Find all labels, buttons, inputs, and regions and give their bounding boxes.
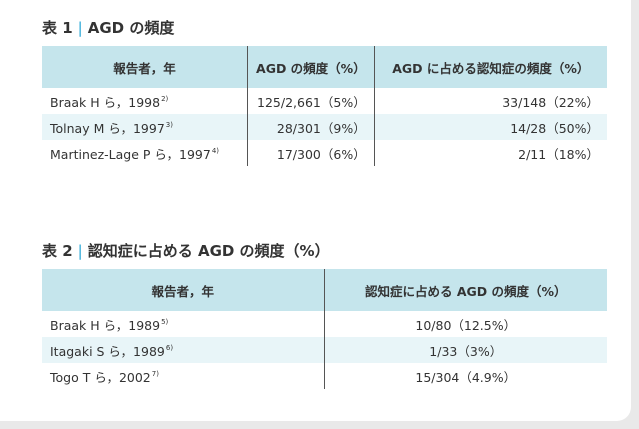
table-row: Braak H ら，19982) 125/2,661（5%） 33/148（22… (42, 88, 607, 114)
agd-cell: 17/300（6%） (247, 140, 375, 166)
author-cell: Tolnay M ら，19973) (42, 114, 248, 140)
table1-header-dementia: AGD に占める認知症の頻度（%） (373, 46, 607, 88)
reference-mark: 5) (161, 317, 169, 326)
table1-heading: 表 1 | AGD の頻度 (42, 17, 174, 38)
agd-cell: 125/2,661（5%） (247, 88, 375, 114)
table1-header-agd: AGD の頻度（%） (247, 46, 375, 88)
table2-title: 認知症に占める AGD の頻度（%） (87, 242, 330, 260)
author-cell: Martinez-Lage P ら，19974) (42, 140, 248, 166)
table-row: Tolnay M ら，19973) 28/301（9%） 14/28（50%） (42, 114, 607, 140)
author-text: Togo T ら，2002 (50, 369, 151, 385)
table-row: Braak H ら，19895) 10/80（12.5%） (42, 311, 607, 337)
table2-header-value: 認知症に占める AGD の頻度（%） (323, 269, 607, 311)
table2-heading: 表 2 | 認知症に占める AGD の頻度（%） (42, 240, 330, 261)
table2-header-author: 報告者，年 (42, 269, 324, 311)
author-cell: Braak H ら，19895) (42, 311, 324, 337)
author-text: Braak H ら，1998 (50, 94, 161, 110)
reference-mark: 4) (211, 146, 220, 155)
table1-header-author: 報告者，年 (42, 46, 248, 88)
reference-mark: 6) (165, 343, 174, 352)
table1: 報告者，年 AGD の頻度（%） AGD に占める認知症の頻度（%） Braak… (42, 46, 607, 166)
table1-number: 表 1 (42, 19, 73, 37)
table-row: Togo T ら，20027) 15/304（4.9%） (42, 363, 607, 389)
table1-title: AGD の頻度 (87, 19, 175, 37)
author-cell: Itagaki S ら，19896) (42, 337, 324, 363)
table-row: Martinez-Lage P ら，19974) 17/300（6%） 2/11… (42, 140, 607, 166)
author-text: Martinez-Lage P ら，1997 (50, 146, 211, 162)
dementia-cell: 2/11（18%） (373, 140, 607, 166)
dementia-cell: 33/148（22%） (373, 88, 607, 114)
author-text: Tolnay M ら，1997 (50, 120, 165, 136)
table2-heading-separator: | (77, 242, 83, 260)
table-row: Itagaki S ら，19896) 1/33（3%） (42, 337, 607, 363)
dementia-cell: 14/28（50%） (373, 114, 607, 140)
table1-heading-separator: | (77, 19, 83, 37)
table2-number: 表 2 (42, 242, 73, 260)
author-cell: Togo T ら，20027) (42, 363, 324, 389)
table1-header-row: 報告者，年 AGD の頻度（%） AGD に占める認知症の頻度（%） (42, 46, 607, 88)
author-text: Itagaki S ら，1989 (50, 343, 165, 359)
reference-mark: 7) (151, 369, 159, 378)
reference-mark: 2) (161, 94, 169, 103)
author-text: Braak H ら，1989 (50, 317, 161, 333)
value-cell: 15/304（4.9%） (323, 363, 607, 389)
reference-mark: 3) (165, 120, 173, 129)
table2: 報告者，年 認知症に占める AGD の頻度（%） Braak H ら，19895… (42, 269, 607, 389)
value-cell: 10/80（12.5%） (323, 311, 607, 337)
value-cell: 1/33（3%） (323, 337, 607, 363)
document-card: 表 1 | AGD の頻度 報告者，年 AGD の頻度（%） AGD に占める認知症… (0, 0, 631, 421)
agd-cell: 28/301（9%） (247, 114, 375, 140)
table2-header-row: 報告者，年 認知症に占める AGD の頻度（%） (42, 269, 607, 311)
author-cell: Braak H ら，19982) (42, 88, 248, 114)
